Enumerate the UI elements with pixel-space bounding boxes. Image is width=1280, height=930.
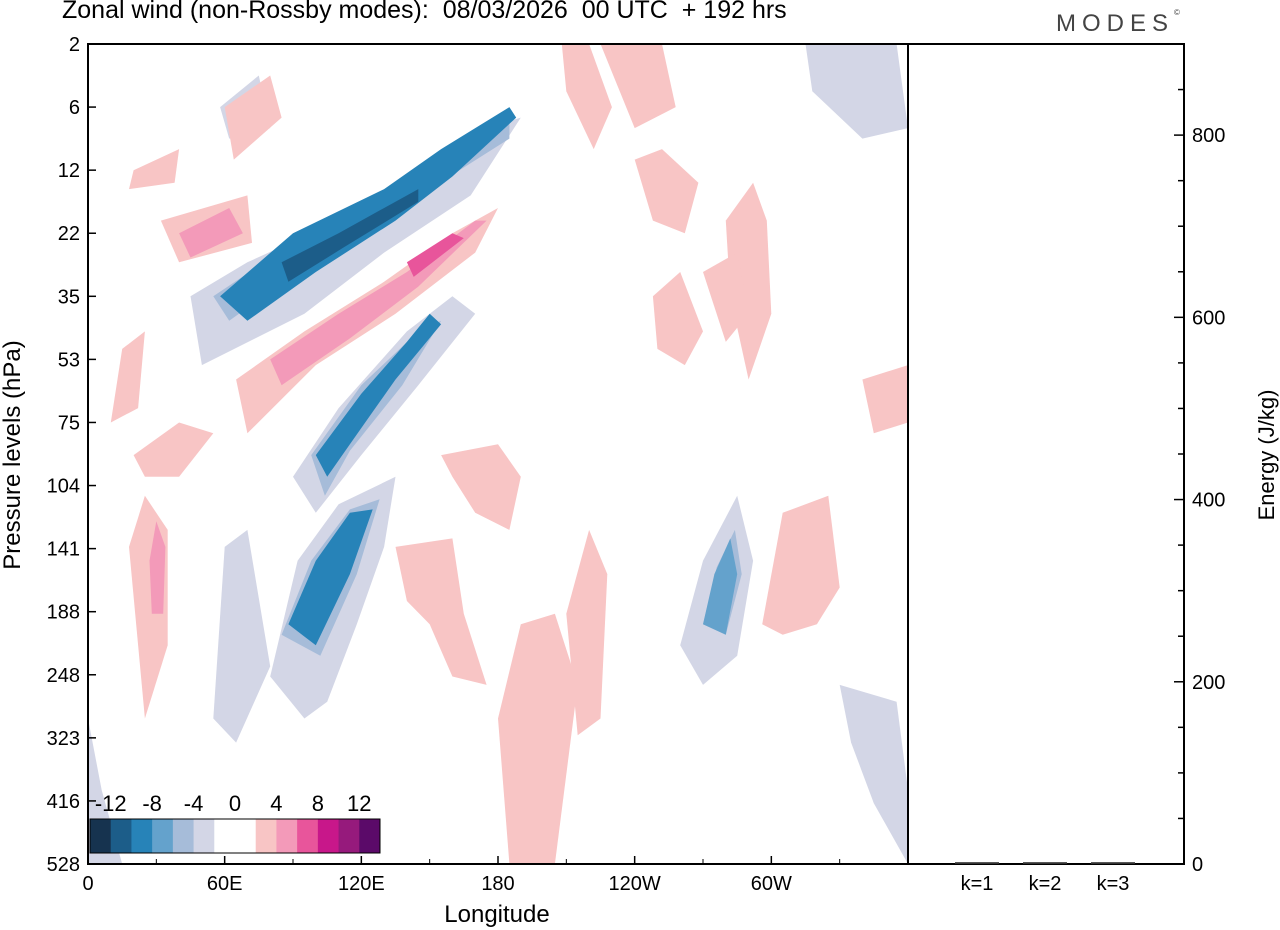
contour-neg-band-upper-core — [281, 189, 419, 282]
contour-blob — [600, 44, 676, 129]
y-tick-label: 35 — [58, 286, 80, 308]
chart-title: Zonal wind (non-Rossby modes): 08/03/202… — [62, 0, 787, 24]
colorbar-label: -8 — [142, 791, 162, 816]
colorbar-label: -4 — [184, 791, 204, 816]
y2-tick-label: 0 — [1192, 854, 1203, 876]
colorbar-swatch — [235, 819, 257, 853]
contour-pos-band-upper-core — [406, 233, 464, 277]
energy-axis: 0 200 400 600 800 — [1174, 43, 1225, 876]
x-tick-label: 120W — [609, 873, 661, 895]
contour-blob — [224, 75, 282, 160]
x-tick-label: 60E — [207, 873, 243, 895]
colorbar-swatch — [317, 819, 340, 853]
energy-bar — [955, 862, 999, 864]
colorbar-label: -12 — [95, 791, 127, 816]
energy-bar-label: k=2 — [1029, 873, 1062, 895]
colorbar-swatch — [172, 819, 195, 853]
colorbar-swatch — [297, 819, 319, 853]
colorbar-swatch — [152, 819, 174, 853]
contour-blob — [133, 422, 214, 477]
x-axis-label: Longitude — [444, 901, 549, 928]
y-tick-label: 22 — [58, 223, 80, 245]
modes-logo: MODES© — [1056, 8, 1180, 37]
contour-blob — [395, 538, 487, 685]
y-axis-label: Pressure levels (hPa) — [0, 340, 26, 569]
y2-axis-label: Energy (J/kg) — [1254, 390, 1279, 521]
colorbar-frame — [89, 818, 381, 854]
y2-tick-label: 200 — [1192, 672, 1225, 694]
y-tick-label: 248 — [47, 665, 80, 687]
colorbar-swatch — [214, 819, 236, 853]
y-tick-label: 323 — [47, 728, 80, 750]
y-tick-label: 104 — [47, 476, 80, 498]
x-tick-label: 0 — [82, 873, 93, 895]
contour-blob — [213, 529, 271, 743]
energy-bar — [1023, 862, 1067, 864]
x-tick-label: 120E — [338, 873, 385, 895]
y-tick-label: 416 — [47, 791, 80, 813]
contour-blob — [634, 149, 699, 234]
contour-blob — [498, 613, 578, 864]
contour-blob — [441, 444, 521, 530]
colorbar-label: 0 — [229, 791, 241, 816]
colorbar-label: 8 — [312, 791, 324, 816]
colorbar-swatch — [338, 819, 360, 853]
y-tick-label: 528 — [47, 854, 80, 876]
colorbar-swatch — [255, 819, 277, 853]
contour-neg-blob-60w — [703, 538, 738, 635]
energy-bar — [1091, 862, 1135, 864]
energy-bar-label: k=3 — [1097, 873, 1130, 895]
energy-plot-frame — [907, 43, 1185, 865]
x-tick-label: 180 — [481, 873, 514, 895]
contour-blob — [561, 44, 612, 150]
y2-tick-label: 600 — [1192, 307, 1225, 329]
contour-blob — [703, 252, 749, 342]
colorbar: -12 -8 -4 0 4 8 12 — [89, 791, 381, 854]
contour-blob — [862, 365, 908, 434]
contour-blob — [725, 182, 772, 380]
contour-blob — [805, 44, 908, 139]
colorbar-label: 4 — [270, 791, 282, 816]
contour-pos-22-blob — [179, 208, 243, 258]
colorbar-swatch — [193, 819, 215, 853]
y2-tick-label: 800 — [1192, 125, 1225, 147]
y-tick-label: 141 — [47, 539, 80, 561]
contour-blob — [566, 529, 608, 736]
y-tick-label: 188 — [47, 602, 80, 624]
energy-bars: k=1 k=2 k=3 — [955, 862, 1135, 895]
colorbar-swatch — [359, 819, 381, 853]
contour-blob — [762, 495, 840, 635]
colorbar-swatch — [276, 819, 298, 853]
colorbar-swatch — [90, 819, 112, 853]
energy-bar-label: k=1 — [961, 873, 994, 895]
x-tick-label: 60W — [751, 873, 792, 895]
y-tick-label: 6 — [69, 97, 80, 119]
colorbar-swatch — [131, 819, 153, 853]
y-tick-label: 75 — [58, 412, 80, 434]
contour-blob — [652, 272, 703, 366]
y2-tick-label: 400 — [1192, 490, 1225, 512]
y-tick-label: 53 — [58, 349, 80, 371]
contour-fill-layer — [88, 44, 908, 864]
longitude-axis: 0 60E 120E 180 120W 60W — [82, 856, 841, 895]
pressure-axis: 2 6 12 22 35 53 75 104 141 188 248 323 416 528 — [47, 34, 96, 876]
contour-neg-band-lower — [288, 509, 373, 646]
contour-blob — [129, 149, 180, 190]
colorbar-swatch — [110, 819, 132, 853]
y-tick-label: 2 — [69, 34, 80, 56]
colorbar-label: 12 — [347, 791, 371, 816]
contour-blob — [839, 684, 908, 864]
contour-blob — [110, 331, 145, 423]
contour-neg-band-mid — [315, 313, 442, 477]
contour-neg-band-upper — [220, 107, 517, 321]
contour-blob — [149, 521, 166, 614]
y-tick-label: 12 — [58, 160, 80, 182]
